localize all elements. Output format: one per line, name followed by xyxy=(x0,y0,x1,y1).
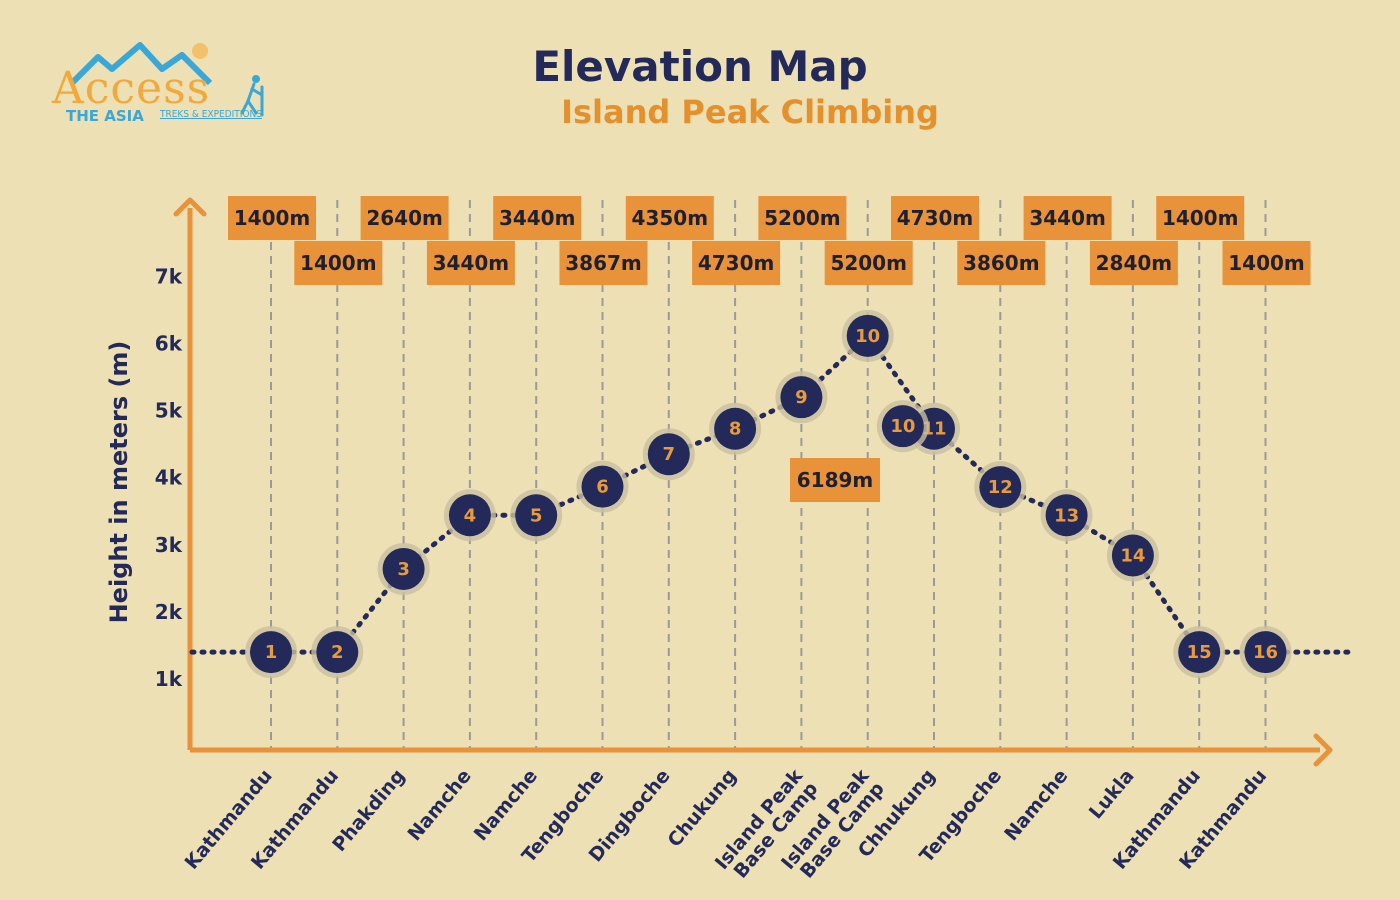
x-tick-label-line: Namche xyxy=(470,765,542,845)
elevation-label-box xyxy=(957,241,1046,285)
x-tick-label: Lukla xyxy=(1085,765,1139,823)
elevation-label-box xyxy=(559,241,648,285)
elevation-label: 2640m xyxy=(366,206,443,230)
elevation-label: 5200m xyxy=(764,206,841,230)
data-point-label: 5 xyxy=(530,505,543,526)
y-tick-label: 2k xyxy=(155,600,183,624)
series-line xyxy=(189,332,1353,655)
chart-subtitle: Island Peak Climbing xyxy=(561,93,939,131)
elevation-label-box xyxy=(824,241,913,285)
data-point-label: 9 xyxy=(795,387,808,408)
data-point-label: 14 xyxy=(1120,546,1145,567)
data-point xyxy=(1111,534,1154,577)
data-point xyxy=(714,407,757,450)
y-tick-label: 6k xyxy=(155,332,183,356)
elevation-label: 5200m xyxy=(830,251,907,275)
y-tick-label: 5k xyxy=(155,399,183,423)
data-point xyxy=(515,494,558,537)
x-tick-label-line: Namche xyxy=(403,765,475,845)
data-point-label: 8 xyxy=(729,419,742,440)
data-point-label: 3 xyxy=(397,559,410,580)
elevation-label: 1400m xyxy=(1162,206,1239,230)
summit-label-box xyxy=(790,458,880,502)
data-point xyxy=(1045,494,1088,537)
elevation-label: 1400m xyxy=(1228,251,1305,275)
elevation-label: 4350m xyxy=(632,206,709,230)
elevation-label-box xyxy=(1089,241,1178,285)
elevation-label: 3867m xyxy=(565,251,642,275)
y-axis-arrow-icon xyxy=(173,197,207,217)
x-axis-arrow-icon xyxy=(1313,733,1333,767)
x-tick-label-line: Namche xyxy=(1000,765,1072,845)
data-point xyxy=(647,433,690,476)
elevation-label: 1400m xyxy=(234,206,311,230)
y-axis-title: Height in meters (m) xyxy=(105,341,133,624)
data-point xyxy=(382,547,425,590)
x-tick-label: Namche xyxy=(403,765,475,845)
data-point xyxy=(448,494,491,537)
mountain-logo-icon xyxy=(69,42,264,117)
elevation-label-box xyxy=(1222,241,1311,285)
logo-tagline: THE ASIA xyxy=(66,107,144,125)
data-point-label: 10 xyxy=(890,416,915,437)
y-tick-label: 1k xyxy=(155,667,183,691)
logo-wordmark: Access xyxy=(52,63,211,114)
data-point-label: 7 xyxy=(663,444,676,465)
x-tick-label: Namche xyxy=(470,765,542,845)
data-point xyxy=(979,466,1022,509)
elevation-label-box xyxy=(228,196,316,240)
elevation-label-box xyxy=(426,241,515,285)
elevation-label: 3440m xyxy=(1029,206,1106,230)
data-point-label: 16 xyxy=(1253,642,1278,663)
elevation-label: 3860m xyxy=(963,251,1040,275)
elevation-label-box xyxy=(625,196,714,240)
brand-logo: Access THE ASIA TREKS & EXPEDITIONS xyxy=(50,35,280,135)
elevation-label-box xyxy=(891,196,979,240)
elevation-label-box xyxy=(758,196,847,240)
data-point-label: 1 xyxy=(265,642,278,663)
elevation-label-box xyxy=(493,196,582,240)
y-tick-label: 7k xyxy=(155,264,183,288)
elevation-label-box xyxy=(294,241,383,285)
elevation-label: 1400m xyxy=(300,251,377,275)
elevation-label-box xyxy=(1023,196,1112,240)
summit-label: 6189m xyxy=(797,468,874,492)
data-point-label: 10 xyxy=(855,326,880,347)
chart-title: Elevation Map xyxy=(532,42,868,91)
data-point xyxy=(316,631,359,674)
x-tick-label: Namche xyxy=(1000,765,1072,845)
data-point xyxy=(780,376,823,419)
data-point-label: 13 xyxy=(1054,505,1079,526)
data-point-label: 6 xyxy=(596,477,609,498)
data-point xyxy=(250,631,292,674)
x-tick-label-line: Lukla xyxy=(1085,765,1139,823)
elevation-label: 4730m xyxy=(698,251,775,275)
elevation-label-box xyxy=(1156,196,1245,240)
data-point xyxy=(1244,631,1287,674)
data-point-label: 12 xyxy=(988,477,1013,498)
data-point-label: 15 xyxy=(1187,642,1212,663)
y-tick-label: 4k xyxy=(155,466,183,490)
data-point xyxy=(581,465,624,508)
elevation-label: 2840m xyxy=(1096,251,1173,275)
elevation-label-box xyxy=(692,241,781,285)
data-point xyxy=(881,405,924,448)
elevation-label: 3440m xyxy=(499,206,576,230)
data-point-label: 4 xyxy=(464,505,477,526)
logo-subtagline: TREKS & EXPEDITIONS xyxy=(160,109,262,120)
elevation-label: 4730m xyxy=(897,206,974,230)
data-point-label: 2 xyxy=(331,642,344,663)
data-point xyxy=(846,314,889,357)
y-tick-label: 3k xyxy=(155,533,183,557)
elevation-label: 3440m xyxy=(433,251,510,275)
elevation-label-box xyxy=(360,196,449,240)
data-point xyxy=(1178,631,1221,674)
